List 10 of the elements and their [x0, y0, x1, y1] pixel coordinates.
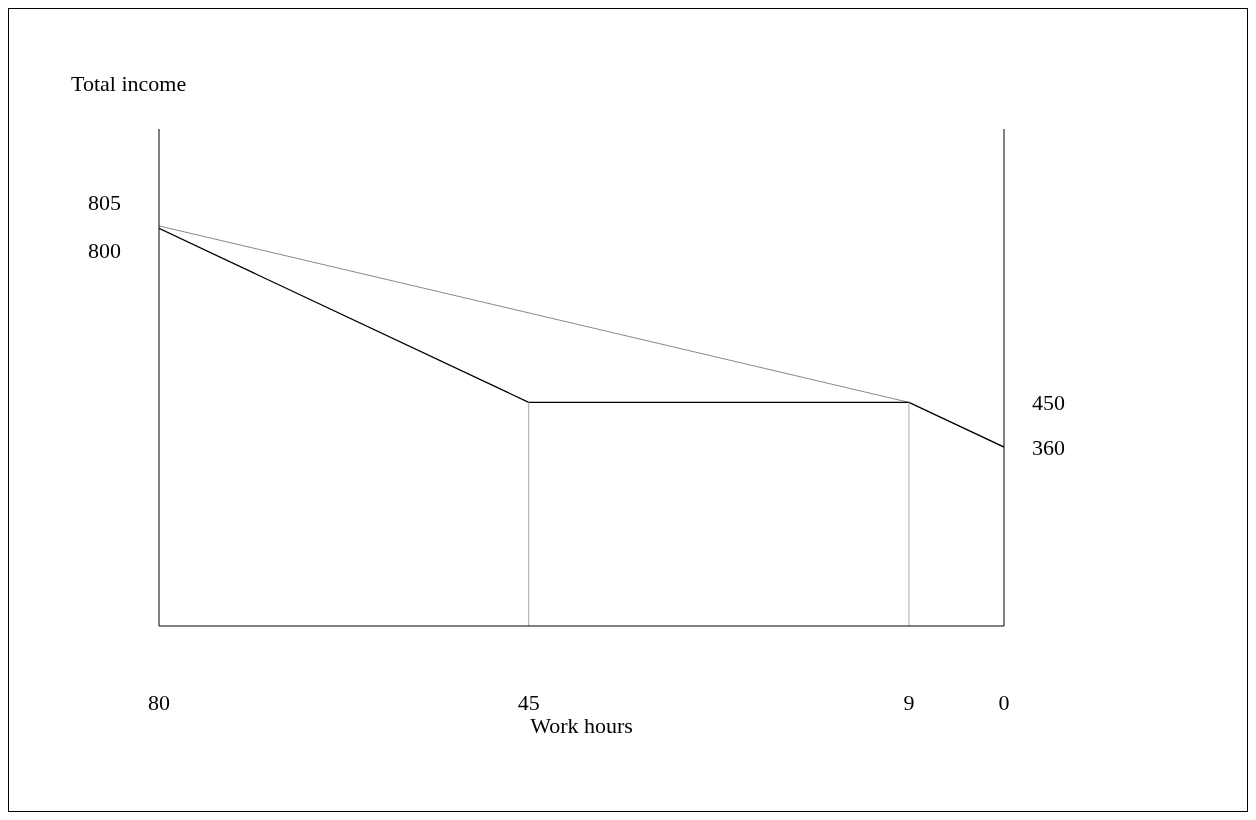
data-label: 800: [88, 238, 121, 264]
x-tick-label: 80: [148, 689, 170, 715]
x-axis-title: Work hours: [530, 713, 633, 738]
x-tick-label: 45: [517, 689, 540, 715]
y-axis-title: Total income: [71, 71, 187, 97]
y2-tick-label: 450: [1032, 390, 1065, 416]
data-label: 805: [88, 189, 121, 215]
x-tick-label: 0: [998, 689, 1010, 715]
x-tick-label: 9: [903, 689, 915, 715]
y2-tick-label: 360: [1032, 434, 1065, 460]
